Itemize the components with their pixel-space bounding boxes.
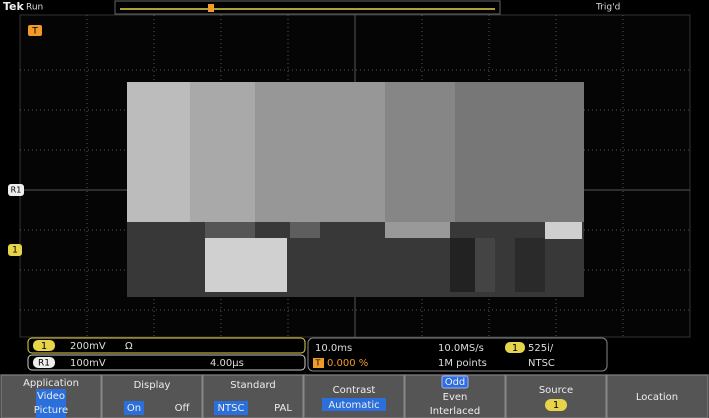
menu-option: On <box>127 403 141 414</box>
menu-title: Application <box>23 378 79 389</box>
record-view <box>114 0 501 15</box>
trigger-position <box>208 4 214 12</box>
channel-marker <box>8 244 22 256</box>
ref1-badge <box>33 357 55 368</box>
menu-option: Off <box>175 403 191 414</box>
video-format: 525i/ <box>528 343 554 354</box>
acquisition-readout <box>307 337 608 372</box>
ch1-coupling: Ω <box>125 341 133 352</box>
menu-bar <box>0 374 709 418</box>
menu-button[interactable] <box>303 374 405 418</box>
menu-option: 1 <box>553 400 559 411</box>
brand: Tek <box>3 0 25 13</box>
video-standard: NTSC <box>528 358 555 369</box>
menu-title: Source <box>539 385 573 396</box>
menu-option: NTSC <box>218 403 245 414</box>
menu-button[interactable] <box>606 374 709 418</box>
menu-title: Location <box>636 392 678 403</box>
option-highlight <box>36 389 66 418</box>
trigger-icon-label: T <box>315 359 321 368</box>
menu-button[interactable] <box>505 374 607 418</box>
option-badge <box>545 399 567 411</box>
trigger-marker-label: T <box>31 27 38 37</box>
option-highlight <box>214 401 248 415</box>
timebase: 10.0ms <box>315 343 352 354</box>
ref-marker-label: R1 <box>11 186 22 195</box>
trigger-marker <box>28 25 42 36</box>
menu-option: Picture <box>34 405 68 416</box>
menu-option: Even <box>443 392 468 403</box>
ch1-badge <box>33 340 55 351</box>
ch1-label: 1 <box>41 341 47 352</box>
trigger-status: Trig'd <box>595 3 620 13</box>
option-highlight <box>441 375 469 389</box>
ref1-readout <box>27 354 306 371</box>
ch1-readout <box>27 337 306 354</box>
menu-option: Interlaced <box>430 406 480 417</box>
source-badge <box>505 342 525 353</box>
ch1-scale: 200mV <box>70 341 106 352</box>
video-picture <box>127 82 584 297</box>
menu-title: Contrast <box>333 385 376 396</box>
ref1-label: R1 <box>38 359 50 369</box>
sample-rate: 10.0MS/s <box>438 343 484 354</box>
record-length: 1M points <box>438 358 487 369</box>
run-state: Run <box>26 3 43 13</box>
menu-title: Standard <box>230 380 276 391</box>
channel-marker-label: 1 <box>12 246 18 256</box>
menu-option: Video <box>37 391 65 402</box>
trigger-position-value: 0.000 % <box>327 358 368 369</box>
trigger-source: 1 <box>512 343 518 354</box>
menu-title: Display <box>134 380 171 391</box>
ref1-position: 4.00µs <box>210 358 244 369</box>
ref-marker <box>8 184 24 196</box>
menu-button[interactable] <box>101 374 203 418</box>
trigger-icon <box>313 358 324 368</box>
menu-option: Automatic <box>328 400 379 411</box>
option-highlight <box>322 398 386 411</box>
menu-option: PAL <box>274 403 292 414</box>
option-highlight <box>124 401 144 415</box>
ref1-scale: 100mV <box>70 358 106 369</box>
menu-option: Odd <box>445 377 466 388</box>
